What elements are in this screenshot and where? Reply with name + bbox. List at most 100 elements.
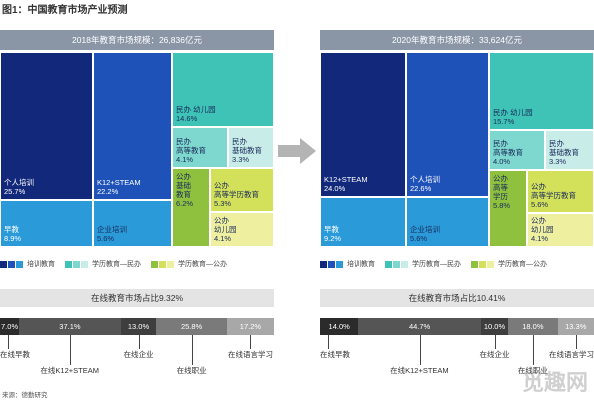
cell-value: 5.3% [214,199,232,208]
cell-value: 3.3% [549,157,567,166]
cell-value: 3.3% [232,155,250,164]
legend-swatch [393,260,400,268]
treemap-2018: 个人培训 25.7% 早教 8.9% K12+STEAM 22.2% 企业培训 5.6% 民办 … [0,52,274,247]
cell-name: 公办 [214,181,229,190]
cell-name: K12+STEAM [324,175,368,184]
online-bar-2020: 14.0% 44.7% 10.0% 18.0% 13.3% [320,318,594,335]
legend-swatch [320,260,327,268]
treemap-cell: 民办 高等教育 4.0% [489,130,545,170]
online-segment: 10.0% [480,318,509,335]
cell-value: 5.6% [410,234,428,243]
callout-line [250,335,252,349]
online-segment: 13.3% [557,318,594,335]
cell-value: 6.2% [176,199,194,208]
callout-line [8,335,9,349]
cell-value: 9.2% [324,234,342,243]
callout-label: 在线K12+STEAM [40,366,99,375]
callout-line [191,335,193,365]
cell-value: 22.2% [97,187,119,196]
cell-name: 早教 [324,225,339,234]
cell-value: 4.1% [214,234,232,243]
legend-swatch [8,260,15,268]
legend-swatch [65,260,72,268]
online-segment: 14.0% [320,318,359,335]
legend-item: 学历教育—公办 [151,259,227,269]
online-2020-title: 在线教育市场占比10.41% [320,289,594,307]
cell-name: 基础教育 [549,148,579,157]
legend-swatch [487,260,494,268]
cell-name: 幼儿园 [531,225,554,234]
legend-swatch [336,260,343,268]
callout-label: 在线早教 [0,350,30,359]
legend-swatch [73,260,80,268]
cell-name: 个人培训 [410,175,440,184]
legend-label: 学历教育—公办 [498,261,547,268]
segment-value: 17.2% [239,322,262,331]
callout-label: 在线企业 [479,350,510,359]
cell-name: 基础教育 [232,146,262,155]
treemap-cell: 企业培训 5.6% [93,200,172,247]
treemap-cell: 民办 基础教育 3.3% [545,130,594,170]
treemap-cell: 民办 高等教育 4.1% [172,127,228,168]
treemap-cell: 公办 高等学历教育 5.6% [527,170,594,213]
legend-item: 培训教育 [0,259,55,269]
online-2018-title: 在线教育市场占比9.32% [0,289,274,307]
cell-name: 公办 [176,172,191,181]
callout-label: 在线语言学习 [549,350,594,359]
treemap-2018-title: 2018年教育市场规模：26,836亿元 [0,30,274,50]
legend-2020: 培训教育 学历教育—民办 学历教育—公办 [320,259,557,269]
legend-label: 培训教育 [27,261,55,268]
cell-name: 高等 [493,183,508,192]
online-segment: 44.7% [358,318,481,335]
cell-name: 民办 幼儿园 [493,108,533,117]
cell-name: 民办 [493,139,508,148]
cell-name: 公办 [531,182,546,191]
legend-swatch [328,260,335,268]
cell-name: 个人培训 [4,178,34,187]
callout-line [69,335,71,365]
treemap-2020-title: 2020年教育市场规模：33,624亿元 [320,30,594,50]
callout-label: 在线K12+STEAM [390,366,449,375]
cell-name: 企业培训 [97,225,127,234]
segment-value: 44.7% [408,322,431,331]
legend-2018: 培训教育 学历教育—民办 学历教育—公办 [0,259,237,269]
callout-label: 在线职业 [176,366,207,375]
online-segment: 7.0% [0,318,20,335]
legend-swatch [167,260,174,268]
callout-label: 在线企业 [123,350,154,359]
online-segment: 13.0% [120,318,157,335]
legend-label: 学历教育—公办 [178,261,227,268]
callout-line [494,335,496,349]
legend-swatch [0,260,7,268]
cell-name: 企业培训 [410,225,440,234]
segment-value: 18.0% [522,322,544,331]
treemap-cell: 公办 高等 学历 5.8% [489,170,527,247]
cell-name: 高等学历教育 [214,190,259,199]
online-segment: 25.8% [156,318,227,335]
cell-name: 公办 [214,216,229,225]
cell-value: 24.0% [324,184,346,193]
legend-label: 培训教育 [347,261,375,268]
cell-name: 学历 [493,192,508,201]
legend-label: 学历教育—民办 [412,261,461,268]
cell-value: 5.6% [531,200,549,209]
treemap-cell: 个人培训 25.7% [0,52,93,200]
treemap-cell: K12+STEAM 22.2% [93,52,172,200]
online-segment: 18.0% [508,318,558,335]
callout-line [138,335,140,349]
legend-label: 学历教育—民办 [92,261,141,268]
cell-value: 8.9% [4,234,22,243]
legend-swatch [401,260,408,268]
arrow-right-icon [278,138,316,164]
treemap-cell: 公办 幼儿园 4.1% [527,213,594,247]
legend-item: 学历教育—民办 [65,259,141,269]
cell-value: 25.7% [4,187,26,196]
callout-line [328,335,329,349]
treemap-cell: 公办 基础 教育 6.2% [172,168,210,247]
cell-value: 14.6% [176,114,198,123]
legend-swatch [81,260,88,268]
segment-value: 7.0% [1,322,19,331]
legend-item: 培训教育 [320,259,375,269]
online-bar-2018: 7.0% 37.1% 13.0% 25.8% 17.2% [0,318,274,335]
treemap-cell: 公办 幼儿园 4.1% [210,212,274,247]
